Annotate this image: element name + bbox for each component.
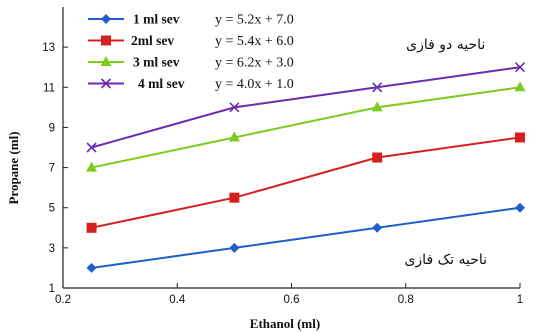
legend-item-2: 2ml sev y = 5.4x + 6.0 [88,33,294,49]
annotations: ناحیه دو فازی ناحیه تک فازی [404,37,487,268]
region-annotation: ناحیه دو فازی [406,37,485,53]
legend-marker [100,78,112,89]
data-point [229,192,240,203]
series-2 [86,132,525,233]
y-tick-label: 5 [49,203,55,215]
series-line [91,136,521,229]
series-line [91,86,521,169]
legend-item-4: 4 ml sev y = 4.0x + 1.0 [88,76,294,92]
legend: 1 ml sev y = 5.2x + 7.0 2ml sev y = 5.4x + … [88,12,294,92]
legend-marker [101,14,111,24]
legend-label: 2ml sev [131,33,174,48]
legend-equation: y = 4.0x + 1.0 [215,77,294,92]
y-axis-title: Propane (ml) [6,131,21,204]
x-tick-label: 0.8 [398,294,414,306]
x-tick-label: 0.2 [55,294,71,306]
y-tick-label: 11 [43,82,55,94]
legend-marker [100,56,112,66]
x-tick-label: 1 [517,294,523,306]
series-1 [86,202,525,273]
series-line [91,206,521,269]
y-tick-label: 13 [42,42,55,54]
data-point [371,101,383,112]
data-point [86,161,98,172]
data-point [515,202,525,213]
series-4 [86,62,526,153]
series-line [91,66,521,149]
y-tick-label: 1 [49,283,55,295]
data-point [229,102,240,113]
legend-label: 4 ml sev [138,76,185,91]
legend-label: 1 ml sev [133,12,180,27]
legend-label: 3 ml sev [133,55,180,70]
data-point [514,62,526,73]
data-point [515,132,525,143]
data-point [86,262,97,273]
legend-item-1: 1 ml sev y = 5.2x + 7.0 [88,12,294,28]
data-point [86,142,97,153]
x-axis-title: Ethanol (ml) [250,316,320,331]
series-3 [86,81,526,172]
data-point [514,81,526,92]
data-point [372,82,383,93]
legend-item-3: 3 ml sev y = 6.2x + 3.0 [88,55,294,71]
y-tick-label: 7 [49,163,55,175]
series-layer [86,62,526,273]
data-point [229,242,240,253]
legend-equation: y = 6.2x + 3.0 [215,56,294,71]
x-tick-label: 0.4 [169,294,186,306]
legend-equation: y = 5.2x + 7.0 [215,13,294,28]
data-point [372,152,383,163]
y-tick-label: 9 [49,122,55,134]
data-point [228,131,240,142]
y-tick-label: 3 [49,243,55,255]
region-annotation: ناحیه تک فازی [404,252,487,268]
data-point [372,222,383,233]
legend-marker [101,35,111,46]
legend-equation: y = 5.4x + 6.0 [215,34,294,49]
data-point [86,222,97,233]
x-tick-label: 0.6 [284,294,300,306]
